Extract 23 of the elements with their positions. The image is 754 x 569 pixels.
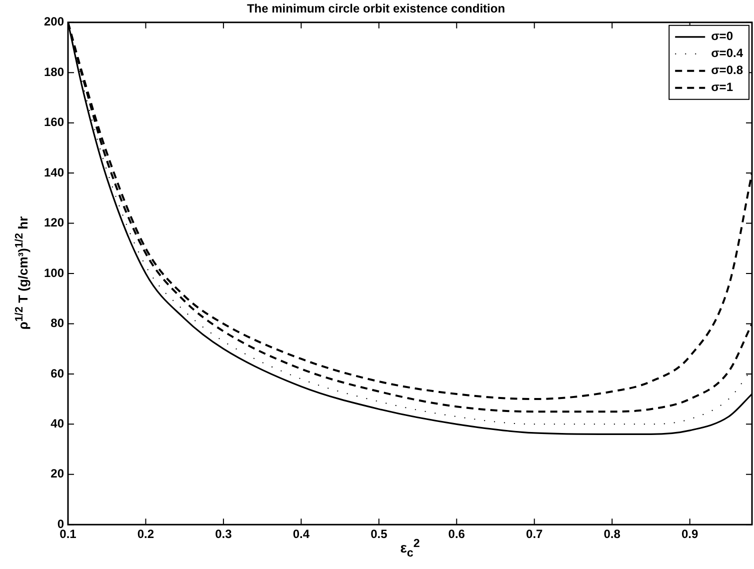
y-tick-label: 60 <box>50 366 64 380</box>
y-tick-label: 180 <box>44 64 64 79</box>
x-tick-label: 0.4 <box>292 527 310 542</box>
x-tick-label: 0.9 <box>681 527 698 542</box>
x-tick-label: 0.5 <box>370 527 388 542</box>
y-tick-label: 100 <box>44 266 64 280</box>
legend-label: σ=0.8 <box>711 63 744 78</box>
x-tick-label: 0.6 <box>448 527 466 542</box>
y-tick-label: 80 <box>50 316 64 330</box>
legend-label: σ=0.4 <box>711 46 744 60</box>
y-tick-label: 20 <box>50 466 64 481</box>
x-tick-label: 0.2 <box>137 527 154 542</box>
y-tick-label: 160 <box>44 115 64 130</box>
x-tick-label: 0.8 <box>604 527 621 542</box>
chart-title: The minimum circle orbit existence condition <box>246 2 506 16</box>
y-tick-label: 200 <box>44 14 64 29</box>
legend-label: σ=0 <box>711 29 734 44</box>
y-tick-label: 40 <box>50 416 64 430</box>
x-tick-label: 0.7 <box>526 527 544 542</box>
y-tick-label: 140 <box>44 165 64 180</box>
y-tick-label: 120 <box>44 216 64 230</box>
x-tick-label: 0.3 <box>215 527 232 542</box>
legend-label: σ=1 <box>711 80 734 94</box>
